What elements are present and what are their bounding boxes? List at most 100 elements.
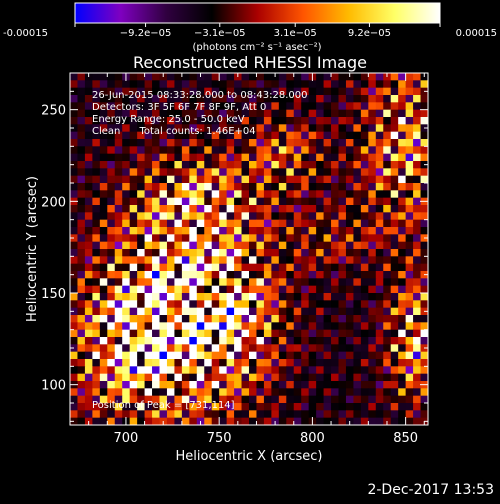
heatmap-cell [405, 263, 414, 272]
heatmap-cell [114, 366, 123, 375]
heatmap-cell [219, 146, 228, 155]
heatmap-cell [226, 293, 235, 301]
heatmap-cell [375, 109, 384, 118]
heatmap-cell [181, 395, 190, 404]
heatmap-cell [405, 161, 414, 169]
heatmap-cell [420, 388, 429, 397]
heatmap-cell [249, 234, 257, 243]
heatmap-cell [226, 153, 235, 162]
heatmap-cell [316, 359, 324, 367]
heatmap-cell [293, 87, 302, 96]
heatmap-cell [413, 256, 421, 265]
heatmap-cell [159, 351, 168, 360]
heatmap-cell [256, 95, 265, 103]
heatmap-cell [293, 351, 302, 360]
heatmap-cell [308, 403, 317, 411]
heatmap-cell [234, 322, 242, 331]
y-tick-label: 250 [41, 104, 66, 119]
heatmap-cell [405, 234, 414, 243]
heatmap-cell [152, 212, 160, 221]
heatmap-cell [204, 117, 213, 125]
heatmap-cell [271, 249, 280, 257]
heatmap-cell [249, 315, 257, 323]
heatmap-cell [77, 117, 86, 125]
heatmap-cell [278, 95, 287, 103]
heatmap-cell [323, 322, 332, 331]
heatmap-cell [398, 241, 407, 250]
heatmap-cell [129, 80, 138, 89]
heatmap-cell [293, 102, 302, 111]
heatmap-cell [353, 373, 362, 382]
heatmap-cell [338, 366, 347, 375]
heatmap-cell [144, 124, 153, 133]
heatmap-cell [211, 146, 220, 155]
heatmap-cell [301, 249, 310, 257]
heatmap-cell [129, 403, 138, 411]
heatmap-cell [77, 395, 86, 404]
heatmap-cell [196, 146, 205, 155]
heatmap-cell [107, 190, 116, 199]
heatmap-cell [211, 131, 220, 140]
heatmap-cell [301, 381, 310, 389]
heatmap-cell [196, 124, 205, 133]
heatmap-cell [256, 241, 265, 250]
heatmap-cell [174, 337, 183, 345]
heatmap-cell [293, 329, 302, 338]
heatmap-cell [405, 278, 414, 287]
heatmap-cell [181, 73, 190, 81]
heatmap-cell [196, 278, 205, 287]
heatmap-cell [316, 212, 324, 221]
heatmap-cell [241, 322, 250, 331]
heatmap-cell [278, 315, 287, 323]
heatmap-cell [420, 117, 429, 125]
heatmap-cell [308, 95, 317, 103]
heatmap-cell [316, 146, 324, 155]
heatmap-cell [375, 205, 384, 213]
heatmap-cell [92, 381, 101, 389]
heatmap-cell [338, 168, 347, 177]
heatmap-cell [181, 227, 190, 235]
heatmap-cell [398, 329, 407, 338]
heatmap-cell [84, 234, 93, 243]
heatmap-cell [92, 102, 101, 111]
heatmap-cell [263, 417, 272, 426]
heatmap-cell [331, 329, 339, 338]
heatmap-cell [174, 139, 183, 147]
heatmap-cell [234, 373, 242, 382]
heatmap-cell [278, 322, 287, 331]
heatmap-cell [241, 80, 250, 89]
heatmap-cell [137, 168, 145, 177]
heatmap-cell [84, 395, 93, 404]
heatmap-cell [316, 337, 324, 345]
heatmap-cell [331, 293, 339, 301]
heatmap-cell [92, 410, 101, 419]
heatmap-cell [77, 271, 86, 279]
heatmap-cell [189, 227, 198, 235]
heatmap-cell [137, 146, 145, 155]
heatmap-cell [338, 234, 347, 243]
heatmap-cell [241, 300, 250, 309]
heatmap-cell [234, 395, 242, 404]
heatmap-cell [263, 271, 272, 279]
heatmap-cell [353, 403, 362, 411]
heatmap-cell [114, 256, 123, 265]
heatmap-cell [137, 381, 145, 389]
heatmap-cell [301, 227, 310, 235]
heatmap-cell [137, 293, 145, 301]
heatmap-cell [107, 227, 116, 235]
heatmap-cell [107, 263, 116, 272]
heatmap-cell [114, 278, 123, 287]
heatmap-cell [174, 175, 183, 184]
heatmap-cell [420, 395, 429, 404]
heatmap-cell [353, 344, 362, 353]
heatmap-cell [226, 146, 235, 155]
heatmap-cell [226, 234, 235, 243]
heatmap-cell [211, 190, 220, 199]
heatmap-cell [331, 131, 339, 140]
heatmap-cell [286, 139, 295, 147]
heatmap-cell [308, 190, 317, 199]
heatmap-cell [204, 366, 213, 375]
heatmap-cell [360, 109, 369, 118]
heatmap-cell [92, 388, 101, 397]
x-axis-title: Heliocentric X (arcsec) [176, 449, 323, 464]
